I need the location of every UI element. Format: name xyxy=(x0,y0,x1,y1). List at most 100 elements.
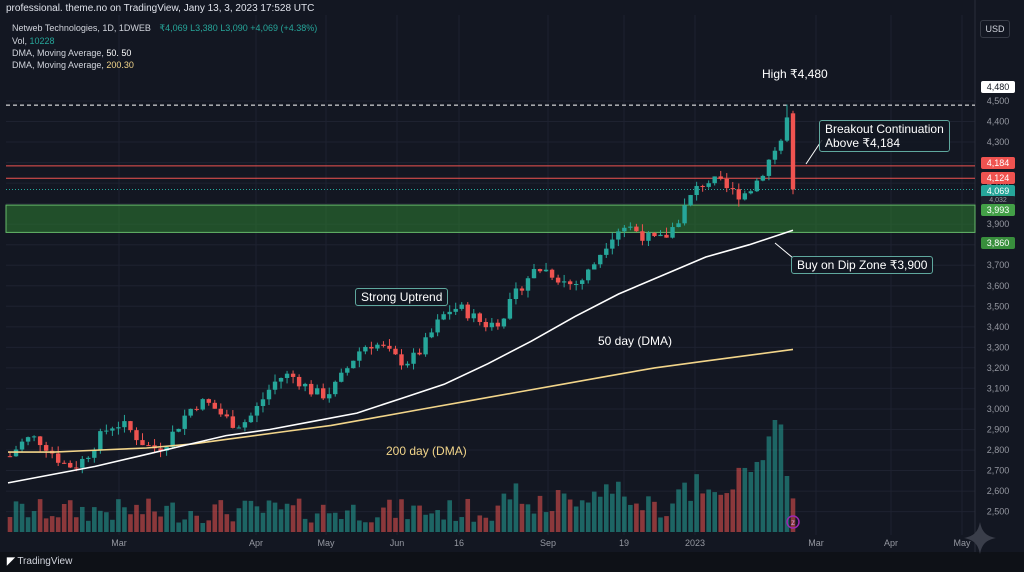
candle-body xyxy=(772,150,778,160)
candle-body xyxy=(453,308,458,312)
volume-bar xyxy=(37,499,43,532)
volume-bar xyxy=(634,503,639,532)
volume-bar xyxy=(182,519,187,532)
volume-bar xyxy=(790,498,796,532)
currency-button[interactable]: USD xyxy=(980,20,1010,38)
volume-bar xyxy=(658,517,663,532)
candle-body xyxy=(537,269,543,272)
vol-value: 10228 xyxy=(29,36,55,46)
volume-bar xyxy=(296,498,302,532)
resistance2-price-tag: 4,124 xyxy=(981,172,1015,184)
dma200-indicator[interactable]: DMA, Moving Average, 200.30 xyxy=(12,60,134,70)
volume-bar xyxy=(549,511,555,532)
volume-bar xyxy=(92,507,97,532)
candle-body xyxy=(134,430,139,441)
volume-bar xyxy=(55,517,61,532)
candle-body xyxy=(405,363,410,366)
vol-label: Vol, xyxy=(12,36,28,46)
volume-bar xyxy=(664,516,669,532)
volume-bar xyxy=(652,501,657,532)
volume-bar xyxy=(164,505,169,532)
volume-bar xyxy=(104,512,109,532)
volume-bar xyxy=(531,513,537,532)
candle-body xyxy=(664,234,669,238)
y-tick-label: 3,000 xyxy=(987,404,1010,414)
tradingview-logo[interactable]: ◤ TradingView xyxy=(7,556,72,567)
tradingview-icon: ◤ xyxy=(7,556,15,567)
candle-body xyxy=(604,248,609,255)
volume-bar xyxy=(260,512,266,532)
candle-body xyxy=(272,381,278,390)
candle-body xyxy=(254,406,260,416)
x-tick-label: Apr xyxy=(884,538,898,548)
volume-bar xyxy=(170,502,175,532)
candle-body xyxy=(471,313,476,319)
volume-bar xyxy=(700,493,705,532)
candle-body xyxy=(423,337,428,355)
volume-bar xyxy=(86,520,91,532)
volume-bar xyxy=(278,509,284,532)
chart-grid xyxy=(6,0,976,552)
volume-bar xyxy=(483,517,489,532)
volume-bar xyxy=(573,506,579,532)
candle-body xyxy=(628,226,633,228)
symbol-name[interactable]: Netweb Technologies, 1D, 1DWEB xyxy=(12,23,151,33)
volume-bar xyxy=(411,505,416,532)
volume-bar xyxy=(447,500,452,532)
candle-body xyxy=(363,346,368,352)
breakout-annotation: Breakout Continuation Above ₹4,184 xyxy=(819,120,950,152)
volume-bar xyxy=(338,519,344,532)
volume-bar xyxy=(682,482,687,532)
volume-bar xyxy=(628,504,633,532)
candle-body xyxy=(68,462,73,468)
ohlc-values: ₹4,069 L3,380 L3,090 +4,069 (+4.38%) xyxy=(159,23,318,33)
volume-bar xyxy=(561,493,567,532)
candle-body xyxy=(194,408,199,410)
volume-bar xyxy=(405,519,410,532)
dma50-indicator[interactable]: DMA, Moving Average, 50. 50 xyxy=(12,48,131,58)
time-axis[interactable]: Mar Apr May Jun 16 Sep 19 2023 Mar Apr May xyxy=(111,538,971,548)
candle-body xyxy=(411,352,416,364)
volume-bar xyxy=(640,510,645,532)
candle-body xyxy=(357,351,362,361)
candle-body xyxy=(477,313,482,322)
volume-bar xyxy=(369,522,374,532)
x-tick-label: May xyxy=(317,538,335,548)
candle-body xyxy=(212,402,217,409)
volume-bar xyxy=(543,512,549,532)
volume-bar xyxy=(622,496,627,532)
volume-bar xyxy=(706,489,711,532)
volume-bar xyxy=(236,508,242,532)
candle-body xyxy=(694,185,699,196)
y-tick-label: 3,900 xyxy=(987,219,1010,229)
candle-body xyxy=(339,372,344,382)
candle-body xyxy=(7,456,13,458)
candle-body xyxy=(465,304,470,319)
volume-bar xyxy=(435,510,440,532)
volume-bar xyxy=(525,504,531,532)
candle-body xyxy=(110,428,115,431)
candle-body xyxy=(43,445,49,451)
candle-body xyxy=(333,381,338,395)
volume-bar xyxy=(188,511,193,532)
candle-body xyxy=(122,421,127,428)
resistance1-price-tag: 4,184 xyxy=(981,157,1015,169)
candle-body xyxy=(74,467,79,469)
candle-body xyxy=(387,345,392,349)
candle-body xyxy=(718,176,723,179)
candle-body xyxy=(700,185,705,187)
volume-bar xyxy=(314,513,320,532)
y-tick-label: 2,800 xyxy=(987,445,1010,455)
candle-body xyxy=(610,239,615,249)
candle-body xyxy=(640,231,645,241)
volume-bar xyxy=(43,518,49,532)
breakout-line1: Breakout Continuation xyxy=(825,122,944,136)
volume-bar xyxy=(218,500,224,532)
candle-body xyxy=(381,344,386,346)
candle-body xyxy=(682,205,687,224)
zone-bottom-price-tag: 3,860 xyxy=(981,237,1015,249)
volume-bar xyxy=(248,500,254,532)
volume-indicator[interactable]: Vol, 10228 xyxy=(12,36,55,46)
volume-bars xyxy=(7,420,796,532)
